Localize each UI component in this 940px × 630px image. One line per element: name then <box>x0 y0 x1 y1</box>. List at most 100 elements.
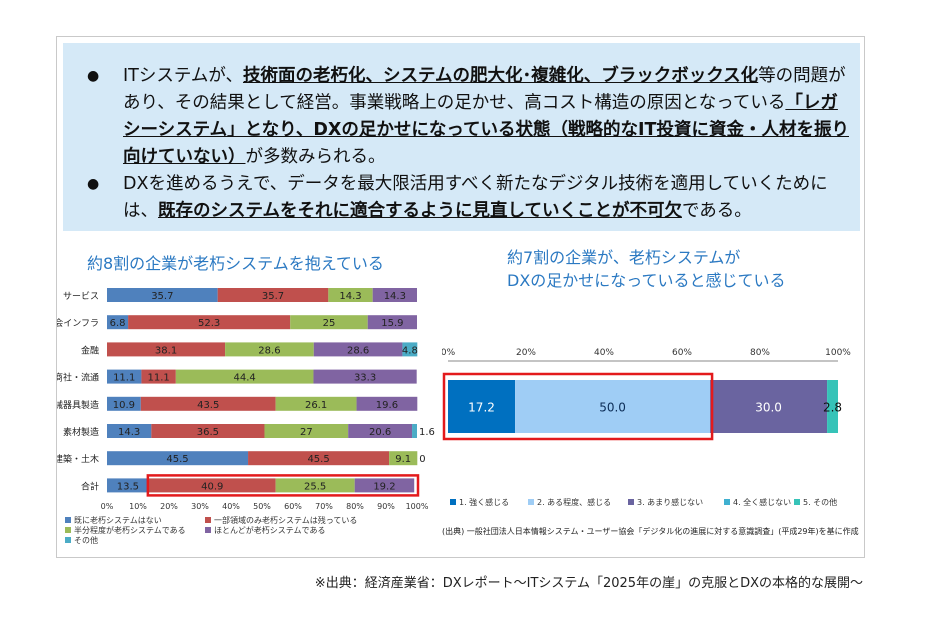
bar-segment <box>128 315 291 330</box>
bar-segment <box>515 380 711 433</box>
bar-segment <box>275 478 355 493</box>
x-tick-label: 100% <box>406 502 429 511</box>
bar-segment <box>356 396 418 411</box>
category-label: 商社・流通 <box>57 372 99 384</box>
legend-swatch <box>450 499 456 505</box>
bar-segment <box>328 288 373 302</box>
bar-segment <box>107 424 152 438</box>
legend-swatch <box>65 517 71 523</box>
legend-swatch <box>205 527 211 533</box>
bar-segment <box>710 380 828 433</box>
data-label: 35.7 <box>262 291 284 302</box>
bar-segment <box>448 380 516 433</box>
category-label: 建築・土木 <box>57 453 99 465</box>
bar-segment <box>141 369 176 384</box>
data-label: 28.6 <box>258 345 280 356</box>
bullet-text-segment: DXを進めるうえで、データを最大限活用すべく新たなデジタル技術を適用していくため… <box>123 174 828 221</box>
x-tick-label: 0% <box>101 502 114 511</box>
data-label: 14.3 <box>339 291 361 302</box>
bar-segment <box>412 424 417 438</box>
bullet-dot-icon: ● <box>87 68 100 84</box>
bar-segment <box>367 315 417 330</box>
data-label: 6.8 <box>110 318 126 329</box>
legend-label: 既に老朽システムはない <box>74 515 162 525</box>
data-label: 14.3 <box>384 291 406 302</box>
legend-label: ほとんどが老朽システムである <box>214 525 325 535</box>
bullet-item-2: ● DXを進めるうえで、データを最大限活用すべく新たなデジタル技術を適用していく… <box>87 171 849 225</box>
left-stacked-bar-chart: 0% 10% 20% 30% 40% 50% 60% 70% 80% 90% 100% サービス 35.… <box>57 288 435 545</box>
bar-segment <box>107 369 142 384</box>
data-label: 15.9 <box>381 318 403 329</box>
bar-segment <box>225 342 314 357</box>
right-chart-title-line2: DXの足かせになっていると感じている <box>507 271 786 290</box>
x-tick-label: 20% <box>516 348 536 358</box>
bar-segment <box>148 478 276 493</box>
x-tick-label: 60% <box>672 348 692 358</box>
data-label: 14.3 <box>118 427 140 438</box>
x-tick-label: 70% <box>315 502 333 511</box>
data-label: 36.5 <box>197 427 219 438</box>
data-label: 27 <box>300 427 313 438</box>
bar-segment <box>140 396 276 411</box>
data-label: 43.5 <box>197 400 219 411</box>
bullet-text-emphasis: 技術面の老朽化、システムの肥大化･複雑化、ブラックボックス化 <box>242 66 759 86</box>
bar-segment <box>264 424 349 438</box>
x-tick-label: 20% <box>160 502 178 511</box>
x-tick-label: 90% <box>377 502 395 511</box>
bullet-text-segment: 等の問題があり、その結果として経営。事業戦略上の足かせ、高コスト構造の原因となっ… <box>123 66 846 113</box>
bar-segment <box>107 315 129 330</box>
bullet-text-1: ITシステムが、技術面の老朽化、システムの肥大化･複雑化、ブラックボックス化等の… <box>89 63 849 171</box>
data-label: 11.1 <box>113 373 135 384</box>
bar-segment <box>217 288 329 302</box>
bar-segment <box>151 424 265 438</box>
highlight-box <box>442 372 714 441</box>
legend-swatch <box>628 499 634 505</box>
category-label: 社会インフラ <box>57 317 99 329</box>
x-tick-label: 0% <box>442 348 456 358</box>
legend-label: 3. あまり感じない <box>637 497 703 507</box>
data-label: 25.5 <box>304 481 326 492</box>
bar-segment <box>348 424 413 438</box>
bullet-text-segment: が多数みられる。 <box>245 147 386 167</box>
data-label: 25 <box>323 318 336 329</box>
bullet-item-1: ● ITシステムが、技術面の老朽化、システムの肥大化･複雑化、ブラックボックス化… <box>87 63 849 171</box>
data-label: 45.5 <box>166 454 188 465</box>
x-tick-label: 80% <box>750 348 770 358</box>
bullet-text-2: DXを進めるうえで、データを最大限活用すべく新たなデジタル技術を適用していくため… <box>89 171 849 225</box>
data-label: 52.3 <box>198 318 220 329</box>
legend-swatch <box>65 537 71 543</box>
data-label: 26.1 <box>305 400 327 411</box>
category-label: 機械器具製造 <box>57 399 99 411</box>
bar-segment <box>354 478 415 493</box>
bullet-text-segment: ITシステムが、 <box>123 66 243 86</box>
legend-label: 5. その他 <box>803 497 837 507</box>
data-label: 38.1 <box>155 345 177 356</box>
data-label: 44.4 <box>234 373 256 384</box>
data-label: 45.5 <box>307 454 329 465</box>
legend-label: その他 <box>74 535 98 545</box>
bullet-text-emphasis: 「レガシーシステム」となり、DXの足かせになっている状態（戦略的なIT投資に資金… <box>123 93 849 167</box>
data-label: 11.1 <box>147 373 169 384</box>
legend-label: 2. ある程度、感じる <box>537 497 611 507</box>
bar-segment <box>827 380 838 433</box>
category-label: 合計 <box>81 480 99 492</box>
legend-swatch <box>205 517 211 523</box>
legend-swatch <box>528 499 534 505</box>
x-tick-label: 100% <box>825 348 851 358</box>
legend-swatch <box>794 499 800 505</box>
legend-label: 一部領域のみ老朽システムは残っている <box>214 515 357 525</box>
bar-segment <box>275 396 357 411</box>
data-label: 13.5 <box>117 481 139 492</box>
right-stacked-bar-chart: 0% 20% 40% 60% 80% 100% 17.2 50.0 30.0 2.8 1. 強く感じ… <box>442 348 851 507</box>
data-label: 28.6 <box>347 345 369 356</box>
bar-segment <box>107 342 226 357</box>
bar-segment <box>372 288 417 302</box>
bullet-box: ● ITシステムが、技術面の老朽化、システムの肥大化･複雑化、ブラックボックス化… <box>63 43 860 231</box>
category-label: 金融 <box>81 344 99 356</box>
data-label: 30.0 <box>755 401 782 415</box>
data-label: 35.7 <box>151 291 173 302</box>
legend-swatch <box>724 499 730 505</box>
x-tick-label: 50% <box>253 502 271 511</box>
bar-segment <box>107 478 149 493</box>
legend-swatch <box>65 527 71 533</box>
